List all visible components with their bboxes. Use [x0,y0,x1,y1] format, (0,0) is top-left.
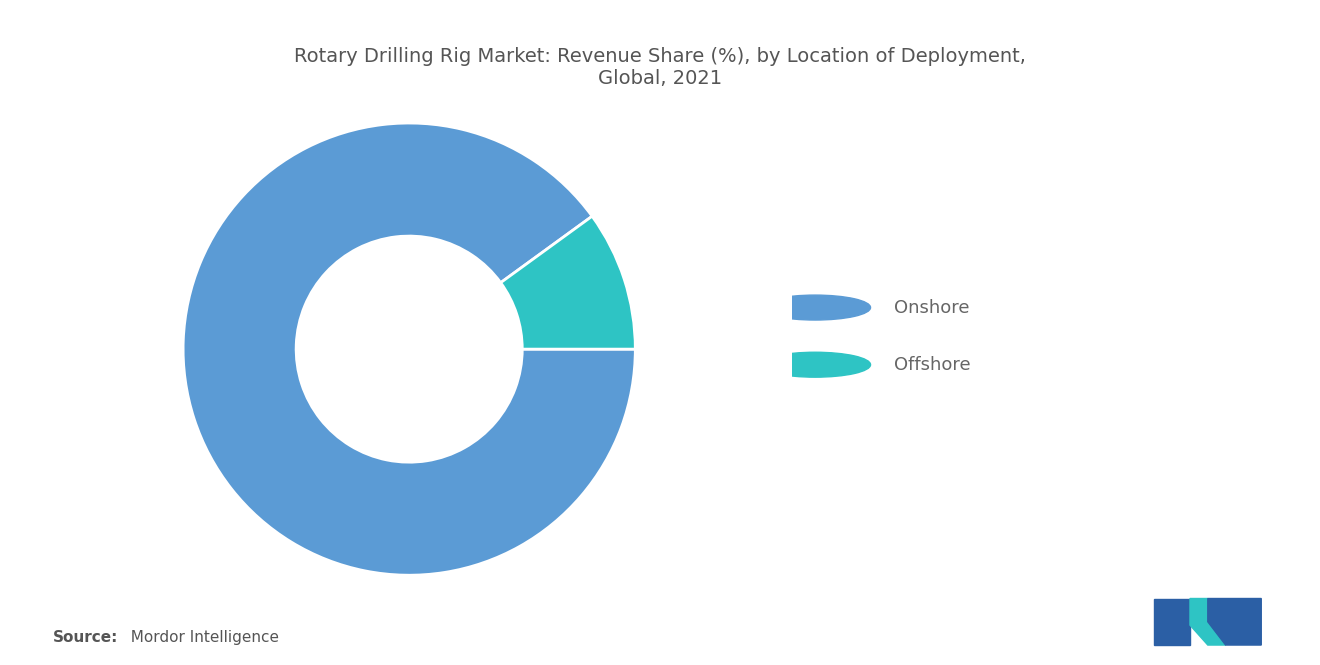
Polygon shape [1191,598,1226,645]
Wedge shape [500,216,635,349]
Circle shape [760,295,871,320]
Circle shape [760,352,871,377]
Polygon shape [1208,598,1262,645]
Text: Rotary Drilling Rig Market: Revenue Share (%), by Location of Deployment,
Global: Rotary Drilling Rig Market: Revenue Shar… [294,47,1026,88]
Wedge shape [183,123,635,575]
Text: Offshore: Offshore [894,356,970,374]
Text: Source:: Source: [53,630,119,645]
Polygon shape [1154,598,1191,645]
Text: Onshore: Onshore [894,299,969,317]
Text: Mordor Intelligence: Mordor Intelligence [121,630,280,645]
